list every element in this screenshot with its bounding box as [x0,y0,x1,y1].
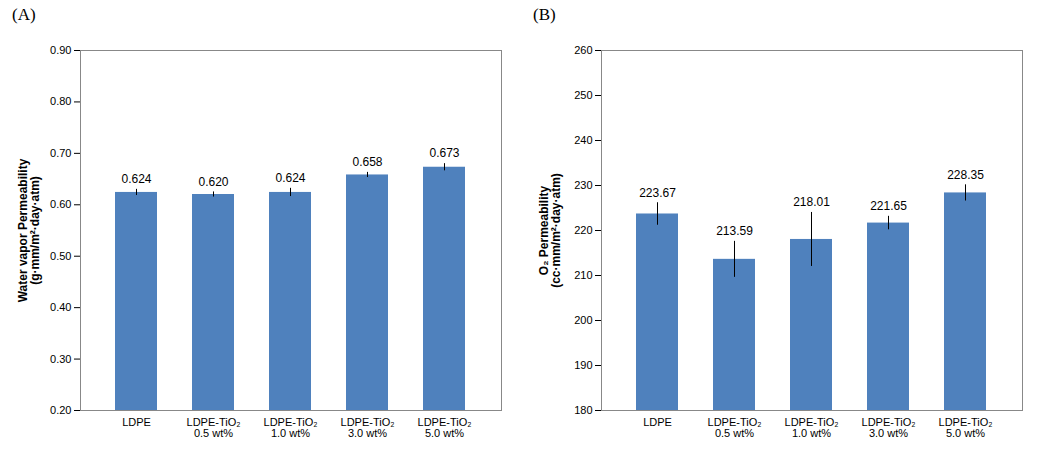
svg-text:218.01: 218.01 [793,195,830,209]
svg-text:228.35: 228.35 [947,168,984,182]
svg-text:0.624: 0.624 [275,171,305,185]
svg-text:0.658: 0.658 [352,155,382,169]
svg-text:LDPE-TiO₂5.0 wt%: LDPE-TiO₂5.0 wt% [939,416,993,439]
svg-text:LDPE-TiO₂1.0 wt%: LDPE-TiO₂1.0 wt% [785,416,839,439]
html-text:(A): (A) [12,5,36,24]
svg-text:LDPE-TiO₂3.0 wt%: LDPE-TiO₂3.0 wt% [862,416,916,439]
svg-text:LDPE-TiO₂0.5 wt%: LDPE-TiO₂0.5 wt% [708,416,762,439]
svg-text:221.65: 221.65 [870,199,907,213]
svg-text:0.80: 0.80 [50,95,71,107]
svg-text:190: 190 [574,359,592,371]
svg-text:LDPE-TiO₂1.0 wt%: LDPE-TiO₂1.0 wt% [264,416,318,439]
svg-text:0.40: 0.40 [50,301,71,313]
svg-text:LDPE: LDPE [122,416,151,428]
svg-text:260: 260 [574,44,592,56]
svg-text:0.30: 0.30 [50,353,71,365]
svg-text:223.67: 223.67 [639,186,676,200]
svg-text:0.673: 0.673 [429,146,459,160]
svg-text:LDPE-TiO₂3.0 wt%: LDPE-TiO₂3.0 wt% [341,416,395,439]
svg-text:240: 240 [574,134,592,146]
svg-text:0.20: 0.20 [50,404,71,416]
svg-text:213.59: 213.59 [716,224,753,238]
svg-text:250: 250 [574,89,592,101]
svg-text:210: 210 [574,269,592,281]
svg-text:0.90: 0.90 [50,44,71,56]
svg-text:220: 220 [574,224,592,236]
svg-text:LDPE: LDPE [643,416,672,428]
svg-text:O₂ Permeability(cc·mm/m²·day·a: O₂ Permeability(cc·mm/m²·day·atm) [537,173,563,288]
svg-text:0.50: 0.50 [50,250,71,262]
svg-text:230: 230 [574,179,592,191]
html-text:(B): (B) [533,5,556,24]
svg-text:0.60: 0.60 [50,198,71,210]
svg-text:200: 200 [574,314,592,326]
svg-text:0.620: 0.620 [198,175,228,189]
svg-text:0.624: 0.624 [121,172,151,186]
svg-text:LDPE-TiO₂0.5 wt%: LDPE-TiO₂0.5 wt% [187,416,241,439]
svg-text:180: 180 [574,404,592,416]
svg-text:Water vapor Permeability(g·mm/: Water vapor Permeability(g·mm/m²·day·atm… [16,158,42,302]
svg-text:0.70: 0.70 [50,147,71,159]
svg-text:LDPE-TiO₂5.0 wt%: LDPE-TiO₂5.0 wt% [418,416,472,439]
